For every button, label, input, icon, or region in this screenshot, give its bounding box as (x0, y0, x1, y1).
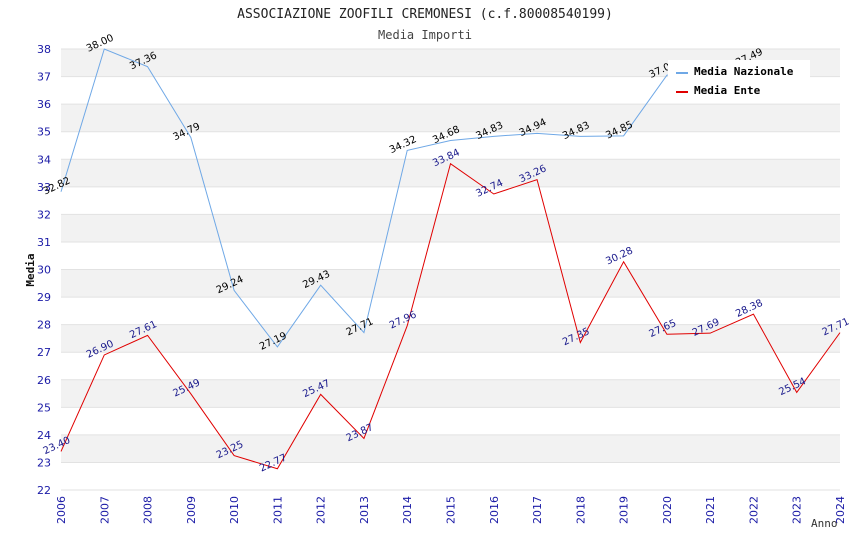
x-tick-label: 2014 (401, 496, 414, 524)
x-axis-ticks: 2006 2007 2008 2009 2010 2011 2012 2013 2014 2015… (55, 496, 847, 524)
y-tick-label: 22 (37, 484, 51, 497)
grid-band (61, 214, 840, 242)
y-tick-label: 23 (37, 456, 51, 469)
grid-band (61, 131, 840, 160)
x-tick-label: 2019 (618, 496, 631, 524)
y-tick-label: 37 (37, 71, 51, 84)
y-tick-label: 24 (37, 429, 51, 442)
chart-subtitle: Media Importi (378, 28, 472, 42)
y-tick-label: 32 (37, 208, 51, 221)
y-tick-label: 38 (37, 43, 51, 56)
y-tick-label: 36 (37, 98, 51, 111)
grid-lines (61, 48, 840, 491)
grid-band (61, 186, 840, 215)
grid-band (61, 297, 840, 325)
x-tick-label: 2020 (661, 496, 674, 524)
y-tick-label: 27 (37, 346, 51, 359)
grid-band (61, 241, 840, 270)
y-tick-label: 28 (37, 319, 51, 332)
x-tick-label: 2021 (704, 496, 717, 524)
grid-band (61, 407, 840, 435)
y-tick-label: 25 (37, 401, 51, 414)
grid-band (61, 104, 840, 132)
x-tick-label: 2016 (488, 496, 501, 524)
y-tick-label: 35 (37, 126, 51, 139)
legend-label-nazionale: Media Nazionale (694, 65, 794, 78)
x-tick-label: 2018 (574, 496, 587, 524)
series-lines (60, 48, 841, 470)
y-tick-label: 33 (37, 181, 51, 194)
x-tick-label: 2023 (791, 496, 804, 524)
grid-band (61, 462, 840, 490)
x-tick-label: 2010 (228, 496, 241, 524)
grid-band (61, 352, 840, 380)
legend-label-ente: Media Ente (694, 84, 761, 97)
x-tick-label: 2008 (142, 496, 155, 524)
grid-band (61, 434, 840, 463)
y-axis-label: Media (24, 253, 37, 286)
series-line-media-ente (60, 162, 841, 470)
y-tick-label: 31 (37, 236, 51, 249)
x-tick-label: 2017 (531, 496, 544, 524)
x-tick-label: 2011 (271, 496, 284, 524)
y-tick-label: 34 (37, 153, 51, 166)
y-tick-label: 30 (37, 264, 51, 277)
x-tick-label: 2006 (55, 496, 68, 524)
grid-band (61, 269, 840, 298)
grid-bands (61, 49, 840, 490)
legend: Media Nazionale Media Ente (668, 60, 810, 100)
legend-background (668, 60, 810, 100)
y-tick-label: 26 (37, 374, 51, 387)
series-line-media-nazionale (60, 48, 754, 348)
x-tick-label: 2007 (98, 496, 111, 524)
x-tick-label: 2022 (747, 496, 760, 524)
y-tick-label: 29 (37, 291, 51, 304)
y-axis-ticks: 22 23 24 25 26 27 28 29 30 31 32 33 34 35 36 37 38 (37, 43, 51, 497)
x-tick-label: 2015 (445, 496, 458, 524)
x-tick-label: 2012 (315, 496, 328, 524)
x-tick-label: 2013 (358, 496, 371, 524)
x-axis-label: Anno (811, 517, 838, 530)
x-tick-label: 2024 (834, 496, 847, 524)
chart-title: ASSOCIAZIONE ZOOFILI CREMONESI (c.f.8000… (237, 7, 613, 22)
x-tick-label: 2009 (185, 496, 198, 524)
grid-band (61, 324, 840, 353)
